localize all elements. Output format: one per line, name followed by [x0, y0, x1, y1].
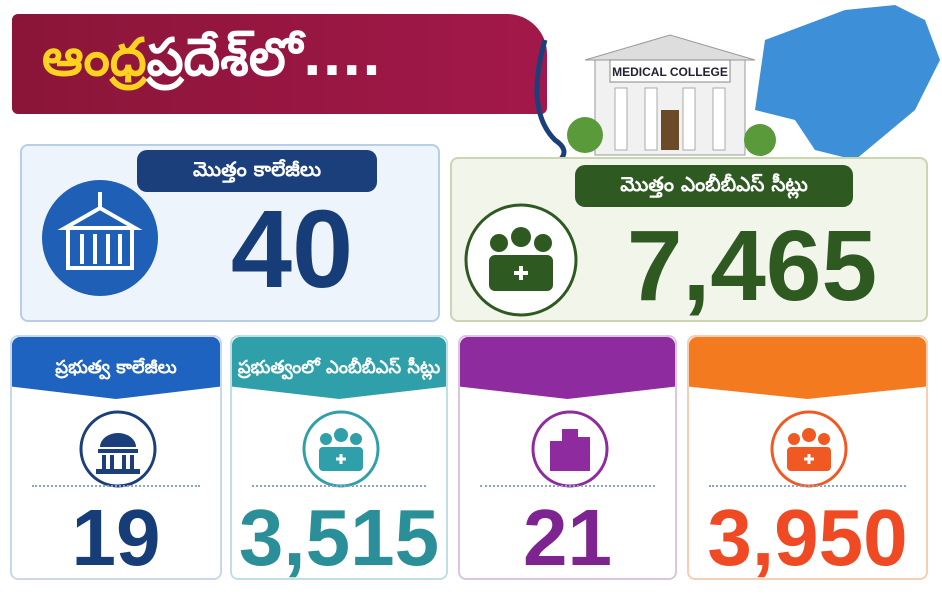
private-colleges-card: 21 [458, 335, 677, 582]
title-banner: ఆంధ్ర ప్రదేశ్‌లో.... [12, 14, 547, 114]
card-value: 40 [230, 188, 354, 311]
total-seats-card: మొత్తం ఎంబీబీఎస్ సీట్లు 7,465 [450, 157, 928, 322]
door [661, 110, 679, 150]
icon [79, 410, 157, 488]
stethoscope [534, 39, 567, 162]
govt-colleges-card: ప్రభుత్వ కాలేజీలు 19 [10, 335, 222, 582]
total-colleges-card: మొత్తం కాలేజీలు 40 [20, 144, 440, 322]
divider [709, 485, 906, 487]
private-seats-card: 3,950 [687, 335, 928, 582]
card-label: మొత్తం ఎంబీబీఎస్ సీట్లు [575, 165, 853, 207]
title-rest: ప్రదేశ్‌లో.... [146, 27, 382, 88]
card-header [460, 337, 675, 399]
divider [252, 485, 426, 487]
tree [744, 124, 776, 156]
govt-seats-card: ప్రభుత్వంలో ఎంబీబీఎస్ సీట్లు 3,515 [230, 335, 448, 582]
card-header [689, 337, 926, 399]
sign [609, 59, 731, 83]
icon [464, 203, 578, 317]
illustration: MEDICAL COLLEGE [534, 5, 940, 162]
icon [770, 410, 848, 488]
icon [531, 410, 609, 488]
icon [302, 410, 380, 488]
tree [567, 117, 603, 153]
card-value: 3,515 [238, 493, 440, 582]
card-value: 19 [71, 493, 161, 582]
divider [32, 485, 200, 487]
sign-text: MEDICAL COLLEGE [612, 65, 728, 79]
card-label: ప్రభుత్వ కాలేజీలు [12, 337, 220, 399]
title-highlight: ఆంధ్ర [42, 27, 147, 88]
card-value: 7,465 [626, 210, 878, 322]
map [755, 5, 940, 160]
card-label: మొత్తం కాలేజీలు [137, 150, 377, 192]
card-value: 21 [523, 493, 612, 582]
columns [614, 87, 726, 151]
card-label: ప్రభుత్వంలో ఎంబీబీఎస్ సీట్లు [232, 337, 446, 399]
roof [584, 34, 756, 61]
card-value: 3,950 [707, 493, 908, 582]
divider [480, 485, 655, 487]
icon [42, 180, 158, 296]
